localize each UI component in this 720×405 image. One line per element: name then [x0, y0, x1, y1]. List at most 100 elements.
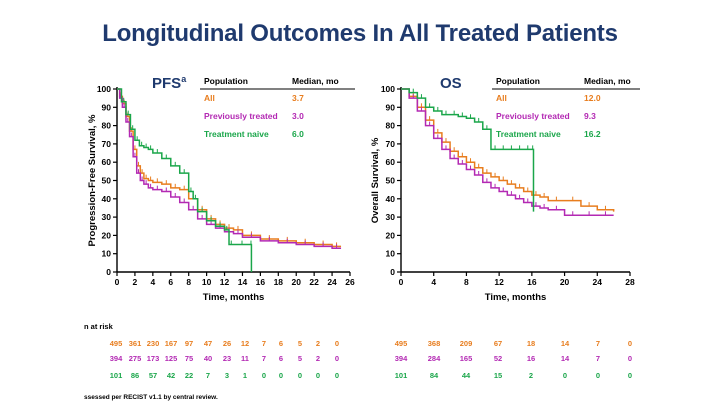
series-line-0: [401, 88, 615, 212]
risk-table-row: 101 86 57 42 22 7 3 1 0 0 0 0 0: [110, 371, 339, 380]
legend-entry-median: 3.7: [292, 93, 304, 103]
risk-table-cell: 15: [494, 371, 502, 380]
y-tick-label: 30: [102, 212, 112, 222]
legend-entry-name: All: [496, 93, 507, 103]
risk-table-cell: 14: [561, 339, 570, 348]
risk-table-cell: 14: [561, 354, 570, 363]
risk-table-cell: 101: [395, 371, 408, 380]
risk-table-cell: 97: [185, 339, 193, 348]
x-tick-label: 20: [291, 277, 301, 287]
y-axis-label: Overall Survival, %: [370, 137, 381, 223]
risk-table-cell: 394: [395, 354, 408, 363]
risk-table-cell: 16: [527, 354, 535, 363]
y-tick-label: 20: [386, 230, 396, 240]
risk-table-cell: 7: [596, 354, 600, 363]
y-tick-label: 70: [386, 139, 396, 149]
risk-table-cell: 0: [298, 371, 302, 380]
risk-table-cell: 495: [110, 339, 123, 348]
risk-table-cell: 230: [147, 339, 160, 348]
x-tick-label: 4: [150, 277, 155, 287]
x-tick-label: 16: [256, 277, 266, 287]
x-tick-label: 18: [274, 277, 284, 287]
risk-table-cell: 18: [527, 339, 535, 348]
x-tick-label: 6: [168, 277, 173, 287]
risk-table-cell: 284: [428, 354, 441, 363]
risk-table-row: 101 84 44 15 2 0 0 0: [395, 371, 632, 380]
risk-table-cell: 165: [460, 354, 473, 363]
legend-header-population: Population: [204, 76, 248, 86]
risk-table-cell: 52: [494, 354, 502, 363]
risk-table-cell: 167: [165, 339, 178, 348]
footnote: ssessed per RECIST v1.1 by central revie…: [84, 394, 218, 401]
risk-table-cell: 2: [316, 339, 320, 348]
legend-entry-median: 6.0: [292, 129, 304, 139]
risk-table-cell: 7: [262, 354, 266, 363]
risk-table-cell: 26: [223, 339, 231, 348]
risk-table-cell: 22: [185, 371, 193, 380]
y-tick-label: 70: [102, 139, 112, 149]
risk-table-cell: 0: [628, 354, 632, 363]
legend-entry-median: 12.0: [584, 93, 601, 103]
risk-table-cell: 275: [129, 354, 142, 363]
y-tick-label: 100: [381, 84, 395, 94]
legend-entry-name: Previously treated: [496, 111, 570, 121]
y-tick-label: 90: [102, 102, 112, 112]
x-tick-label: 4: [431, 277, 436, 287]
x-axis-label: Time, months: [485, 292, 547, 303]
risk-table-row: 394 284 165 52 16 14 7 0: [395, 354, 632, 363]
risk-table-cell: 7: [206, 371, 210, 380]
y-tick-label: 80: [386, 121, 396, 131]
risk-table-cell: 368: [428, 339, 441, 348]
x-tick-label: 2: [133, 277, 138, 287]
x-tick-label: 8: [464, 277, 469, 287]
risk-table-cell: 0: [262, 371, 266, 380]
risk-table-cell: 86: [131, 371, 139, 380]
y-tick-label: 60: [102, 157, 112, 167]
x-tick-label: 12: [220, 277, 230, 287]
risk-table-cell: 0: [279, 371, 283, 380]
risk-table-row: 495 361 230 167 97 47 26 12 7 6 5 2 0: [110, 339, 339, 348]
legend-entry-name: All: [204, 93, 215, 103]
x-tick-label: 20: [560, 277, 570, 287]
risk-table-row: 394 275 173 125 75 40 23 11 7 6 5 2 0: [110, 354, 339, 363]
risk-table-cell: 57: [149, 371, 157, 380]
series-line-2: [117, 88, 253, 272]
chart-title-superscript: a: [181, 74, 187, 84]
legend-entry-median: 16.2: [584, 129, 601, 139]
y-tick-label: 80: [102, 121, 112, 131]
risk-table-cell: 7: [596, 339, 600, 348]
risk-table-cell: 0: [628, 371, 632, 380]
legend-entry-median: 3.0: [292, 111, 304, 121]
x-tick-label: 26: [345, 277, 355, 287]
x-tick-label: 8: [186, 277, 191, 287]
y-tick-label: 90: [386, 102, 396, 112]
risk-table-cell: 12: [241, 339, 249, 348]
x-tick-label: 24: [327, 277, 337, 287]
x-tick-label: 0: [115, 277, 120, 287]
risk-table-cell: 3: [225, 371, 229, 380]
risk-table-cell: 42: [167, 371, 175, 380]
x-tick-label: 28: [625, 277, 635, 287]
risk-table-cell: 40: [204, 354, 212, 363]
x-tick-label: 10: [202, 277, 212, 287]
risk-table-cell: 2: [529, 371, 533, 380]
series-line-2: [401, 88, 535, 212]
chart-title: OS: [440, 75, 462, 92]
risk-table-cell: 0: [335, 371, 339, 380]
y-axis-label: Progression-Free Survival, %: [87, 114, 98, 247]
risk-table-cell: 394: [110, 354, 123, 363]
risk-table-cell: 6: [279, 354, 283, 363]
legend-entry-name: Previously treated: [204, 111, 278, 121]
x-axis-label: Time, months: [203, 292, 265, 303]
x-tick-label: 24: [593, 277, 603, 287]
risk-table-cell: 44: [462, 371, 471, 380]
risk-table-cell: 209: [460, 339, 473, 348]
chart-title: PFSa: [152, 74, 187, 92]
risk-table-cell: 7: [262, 339, 266, 348]
risk-table-cell: 0: [335, 339, 339, 348]
y-tick-label: 0: [106, 267, 111, 277]
x-tick-label: 16: [527, 277, 537, 287]
x-tick-label: 14: [238, 277, 248, 287]
